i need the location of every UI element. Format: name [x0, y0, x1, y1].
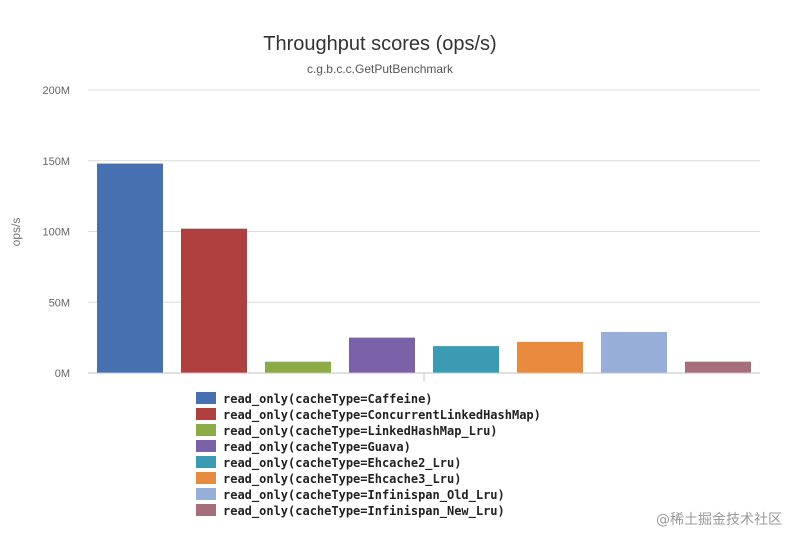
y-tick-label: 100M: [42, 227, 70, 239]
y-tick-label: 150M: [42, 156, 70, 168]
bar: [97, 163, 163, 373]
bar: [433, 346, 499, 373]
bar: [517, 341, 583, 373]
bar: [685, 361, 751, 373]
chart-subtitle: c.g.b.c.c.GetPutBenchmark: [307, 62, 454, 76]
chart-title: Throughput scores (ops/s): [263, 33, 496, 55]
bar: [181, 228, 247, 373]
legend-label: read_only(cacheType=Caffeine): [223, 392, 433, 407]
y-tick-label: 50M: [49, 297, 70, 309]
legend-label: read_only(cacheType=LinkedHashMap_Lru): [223, 424, 498, 439]
legend-label: read_only(cacheType=Ehcache2_Lru): [223, 456, 461, 471]
y-tick-label: 0M: [55, 368, 70, 380]
legend-swatch: [196, 424, 216, 436]
bar: [349, 337, 415, 373]
legend-label: read_only(cacheType=Guava): [223, 440, 411, 455]
legend-label: read_only(cacheType=Ehcache3_Lru): [223, 472, 461, 487]
legend-swatch: [196, 488, 216, 500]
bar: [601, 331, 667, 373]
legend-swatch: [196, 440, 216, 452]
legend-swatch: [196, 408, 216, 420]
legend-swatch: [196, 472, 216, 484]
legend-swatch: [196, 456, 216, 468]
legend-swatch: [196, 392, 216, 404]
y-tick-label: 200M: [42, 85, 70, 97]
legend-label: read_only(cacheType=ConcurrentLinkedHash…: [223, 408, 541, 423]
y-axis-ticks: 0M 50M 100M 150M 200M: [42, 85, 70, 380]
y-axis-label: ops/s: [9, 218, 23, 247]
legend-label: read_only(cacheType=Infinispan_New_Lru): [223, 504, 505, 519]
watermark: @稀土掘金技术社区: [656, 512, 782, 528]
bars: [97, 163, 751, 373]
legend-label: read_only(cacheType=Infinispan_Old_Lru): [223, 488, 505, 503]
legend: read_only(cacheType=Caffeine)read_only(c…: [196, 392, 541, 519]
legend-swatch: [196, 504, 216, 516]
bar: [265, 361, 331, 373]
